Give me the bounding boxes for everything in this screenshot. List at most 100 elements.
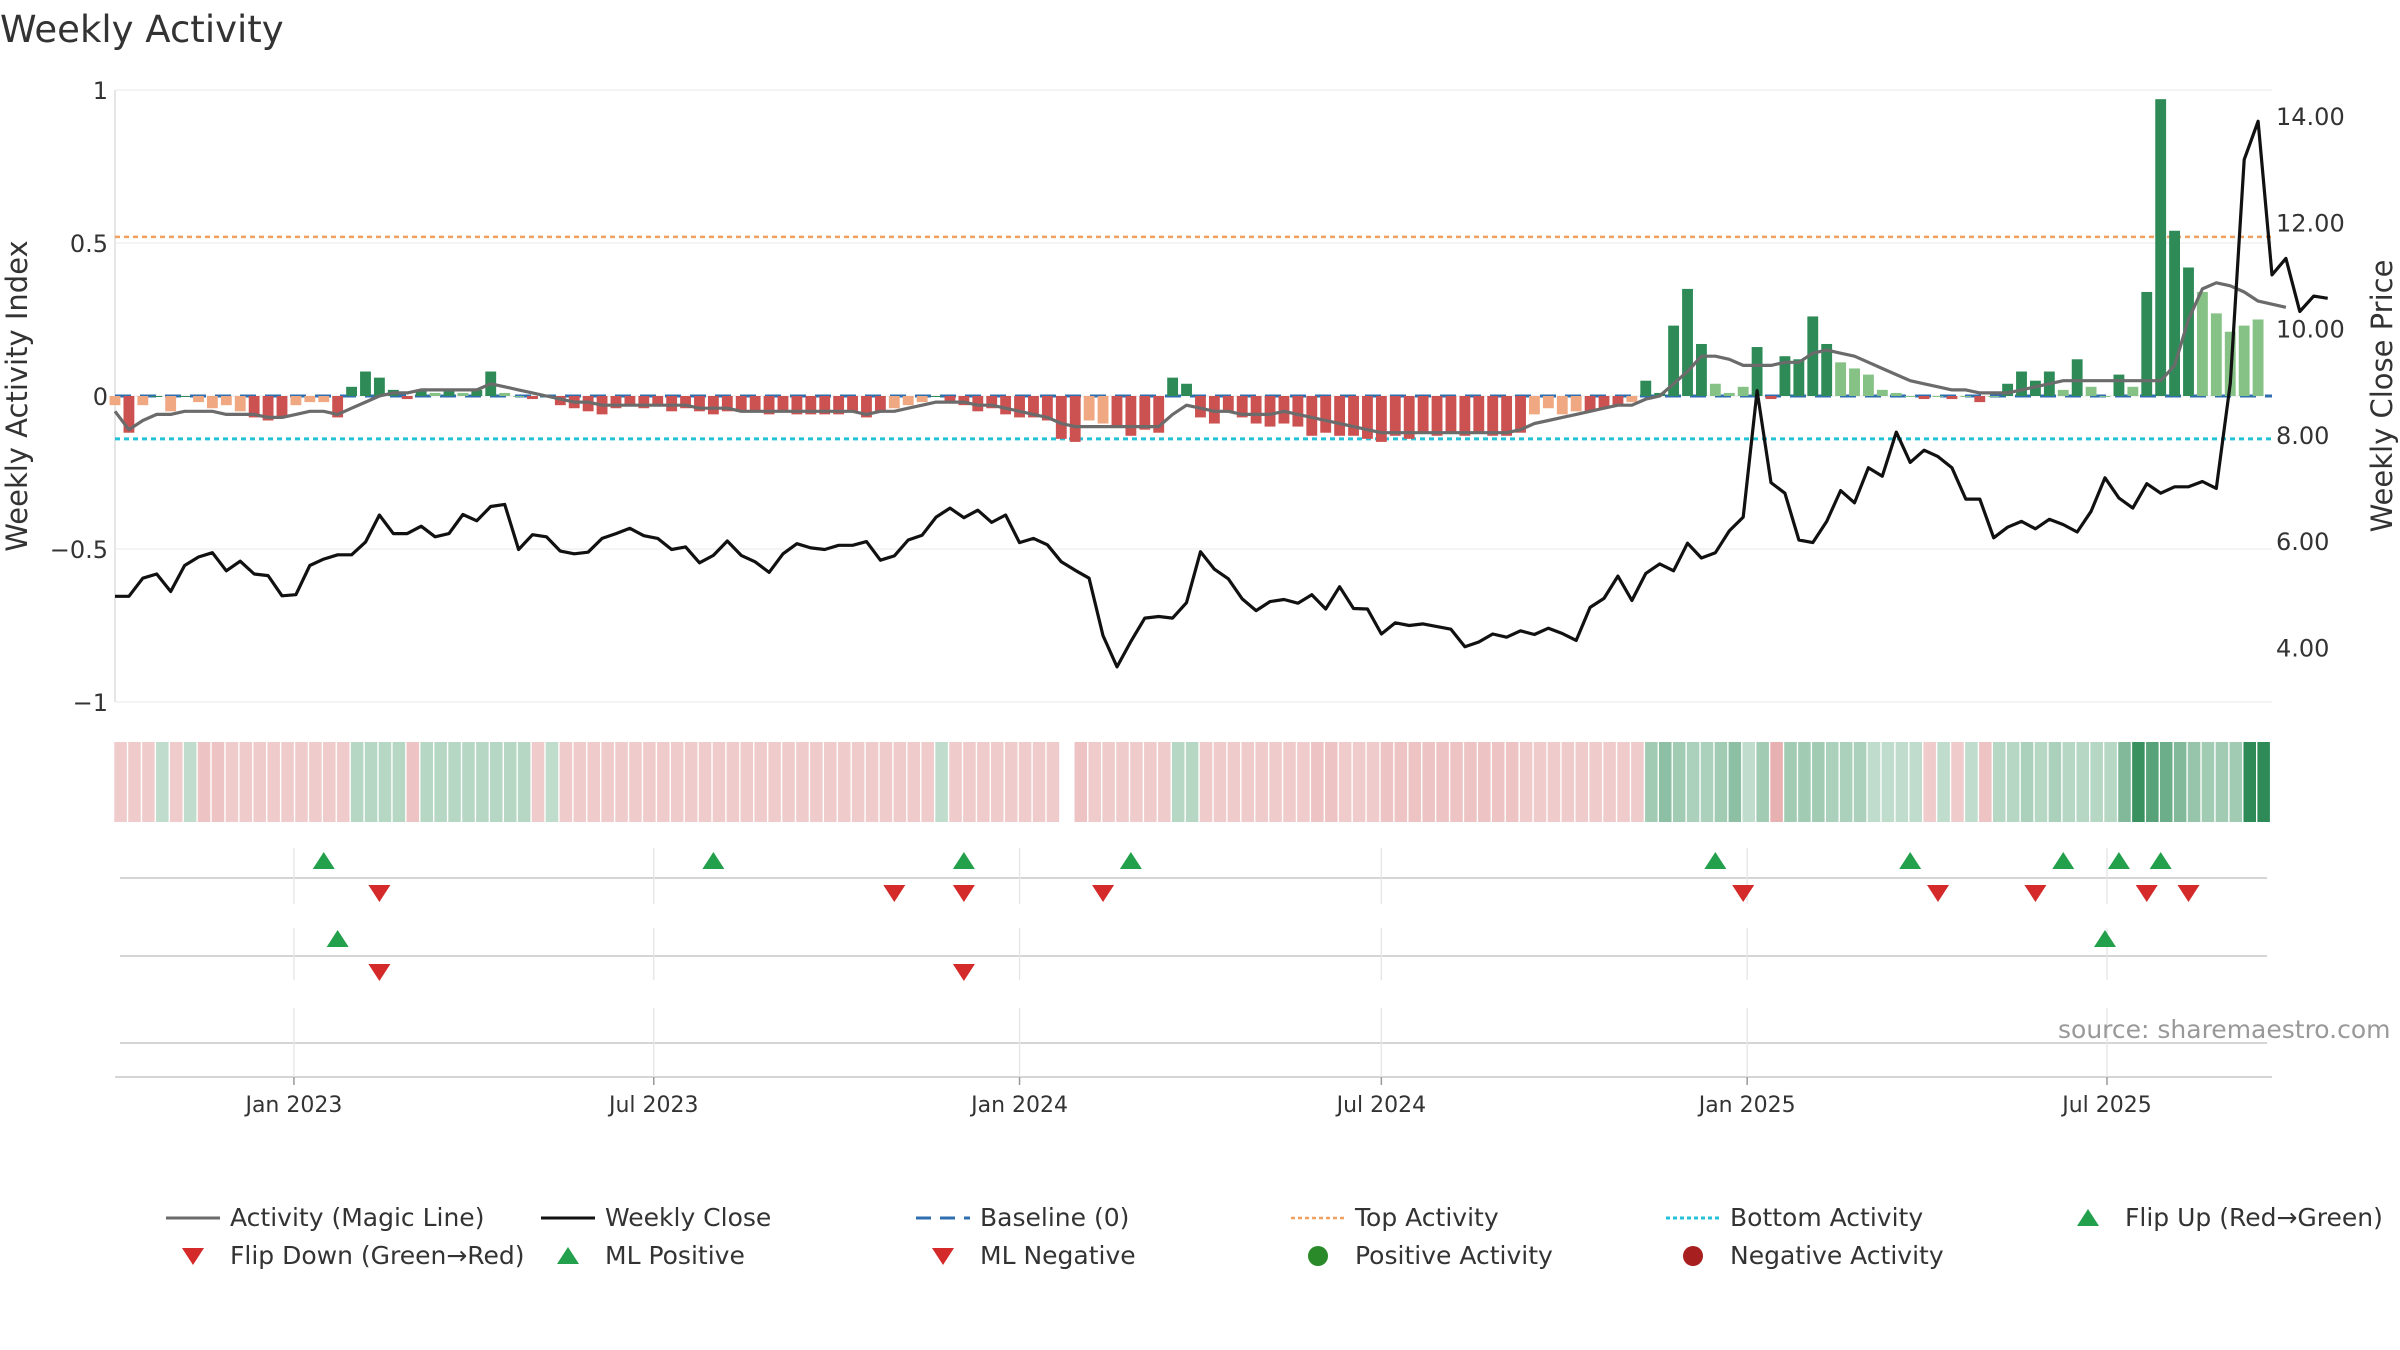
activity-bar <box>777 396 789 412</box>
activity-panel-bar <box>921 742 934 822</box>
ml-negative-marker <box>368 964 391 981</box>
activity-bar <box>1236 396 1248 418</box>
activity-panel-bar <box>1658 742 1672 822</box>
activity-panel-bar <box>1672 742 1686 822</box>
activity-panel-bar <box>712 742 726 822</box>
activity-panel-bar <box>197 742 211 822</box>
activity-bar <box>1153 396 1165 433</box>
activity-panel-bar <box>1032 742 1046 822</box>
activity-bar <box>1417 396 1429 433</box>
activity-bar <box>206 396 218 409</box>
activity-panel-bar <box>1505 742 1519 822</box>
activity-panel-bar <box>183 742 197 822</box>
activity-panel-bar <box>1185 742 1199 822</box>
activity-panel-bar <box>1686 742 1700 822</box>
activity-panel-bar <box>1408 742 1422 822</box>
y-left-axis-label: Weekly Activity Index <box>0 240 34 551</box>
activity-panel-bar <box>281 742 294 822</box>
activity-panel-bar <box>364 742 378 822</box>
activity-panel-bar <box>239 742 253 822</box>
activity-bar <box>1709 383 1721 396</box>
dot-cyan-icon <box>1666 1216 1720 1219</box>
activity-bar <box>346 386 358 396</box>
activity-panel-bar <box>810 742 823 822</box>
activity-panel-bar <box>991 742 1004 822</box>
circle-darkred-icon <box>1683 1245 1703 1266</box>
activity-panel-bar <box>378 742 392 822</box>
flip-up-marker <box>702 852 725 869</box>
activity-bar <box>304 396 316 403</box>
activity-panel-bar <box>1102 742 1115 822</box>
activity-panel-bar <box>1255 742 1268 822</box>
x-tick-label: Jan 2023 <box>243 1093 342 1118</box>
series-lines <box>113 119 2328 669</box>
activity-panel-bar <box>1352 742 1366 822</box>
activity-bar <box>443 389 455 396</box>
activity-bar <box>1904 396 1916 397</box>
magic-line-series <box>113 281 2287 435</box>
activity-panel-bar <box>2243 742 2256 822</box>
activity-panel-bar <box>1241 742 1255 822</box>
activity-panel-bar <box>1812 742 1825 822</box>
activity-bar <box>735 396 747 412</box>
activity-bar <box>1487 396 1499 436</box>
activity-panel-bar <box>503 742 517 822</box>
activity-panel-bar <box>1422 742 1435 822</box>
legend: Activity (Magic Line) Weekly Close Baselin… <box>160 1203 2400 1303</box>
activity-panel-bar <box>1213 742 1227 822</box>
activity-bar <box>457 392 469 396</box>
activity-bar <box>1932 396 1944 397</box>
left-axis: 1 0.5 0 −0.5 −1 Weekly Activity Index <box>0 77 108 717</box>
x-tick-label: Jul 2025 <box>2060 1093 2152 1118</box>
activity-panel-bar <box>1839 742 1853 822</box>
ml-positive-marker <box>326 930 349 947</box>
activity-bar <box>1598 396 1610 409</box>
activity-bar <box>2071 359 2083 396</box>
activity-bar <box>721 396 733 412</box>
activity-panel-bar <box>1589 742 1602 822</box>
activity-bar <box>791 396 803 415</box>
activity-panel-bar <box>1283 742 1296 822</box>
activity-panel-bar <box>1561 742 1575 822</box>
flip-up-marker <box>1899 852 1922 869</box>
y-left-tick-label: −0.5 <box>50 536 108 564</box>
dot-orange-icon <box>1291 1216 1345 1219</box>
activity-panel-bar <box>1603 742 1616 822</box>
activity-bar <box>1334 396 1346 436</box>
activity-panel-bar <box>1366 742 1380 822</box>
activity-bar <box>1765 396 1777 400</box>
activity-bar <box>749 396 761 412</box>
activity-panel-bar <box>1199 742 1213 822</box>
activity-panel-bar <box>1464 742 1477 822</box>
activity-panel-bar <box>2132 742 2145 822</box>
activity-panel-bar <box>1728 742 1742 822</box>
activity-bar <box>1849 368 1860 396</box>
activity-bar <box>1431 396 1443 436</box>
activity-panel-bar <box>1853 742 1867 822</box>
activity-panel-bar <box>754 742 767 822</box>
activity-panel-bar <box>1825 742 1839 822</box>
activity-panel-bar <box>2062 742 2076 822</box>
activity-bar <box>1835 362 1847 396</box>
activity-bar <box>819 396 831 415</box>
y-right-tick-label: 8.00 <box>2276 422 2329 450</box>
activity-bar <box>944 396 956 403</box>
activity-bar <box>193 396 204 403</box>
activity-bar <box>262 396 274 421</box>
activity-panel-bar <box>156 742 169 822</box>
activity-bar <box>2002 383 2014 396</box>
flip-up-marker <box>1119 852 1142 869</box>
activity-panel-bar <box>2090 742 2103 822</box>
activity-bar <box>2169 230 2181 396</box>
legend-circle-icon <box>1308 1245 1328 1266</box>
activity-panel-bar <box>2173 742 2187 822</box>
activity-panel-bar <box>879 742 893 822</box>
legend-item: Flip Down (Green→Red) <box>160 1241 525 1270</box>
activity-panel-bar <box>1227 742 1241 822</box>
activity-panel-bar <box>1700 742 1714 822</box>
activity-bar <box>1348 396 1359 436</box>
activity-panel-bar <box>2146 742 2159 822</box>
flip-up-marker <box>952 852 975 869</box>
activity-bar <box>1181 383 1192 396</box>
activity-bar <box>1014 396 1025 418</box>
